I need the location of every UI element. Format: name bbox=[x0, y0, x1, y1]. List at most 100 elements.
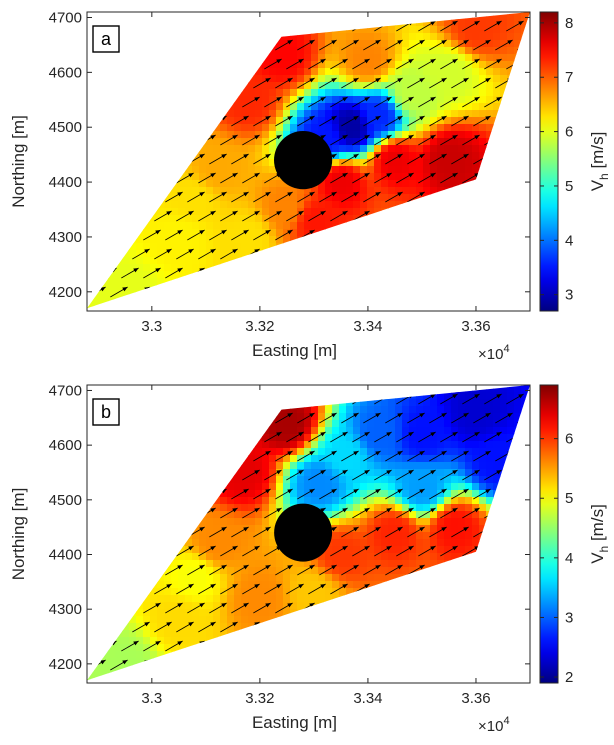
field-cell bbox=[472, 476, 480, 484]
field-cell bbox=[227, 194, 235, 202]
field-cell bbox=[241, 469, 249, 477]
field-cell bbox=[262, 173, 270, 181]
field-cell bbox=[241, 504, 249, 512]
field-cell bbox=[395, 124, 403, 132]
colorbar-tick-label: 3 bbox=[565, 287, 573, 304]
wind-arrow-head bbox=[265, 230, 271, 235]
field-cell bbox=[178, 264, 186, 272]
field-cell bbox=[402, 511, 410, 519]
field-cell bbox=[402, 497, 410, 505]
field-cell bbox=[409, 511, 417, 519]
field-cell bbox=[108, 285, 116, 293]
field-cell bbox=[500, 399, 508, 407]
field-cell bbox=[444, 75, 452, 83]
field-cell bbox=[297, 117, 305, 125]
field-cell bbox=[150, 257, 158, 265]
field-cell bbox=[451, 138, 459, 146]
field-cell bbox=[458, 47, 466, 55]
field-cell bbox=[276, 420, 284, 428]
field-cell bbox=[451, 159, 459, 167]
field-cell bbox=[479, 33, 487, 41]
field-cell bbox=[283, 82, 291, 90]
field-cell bbox=[262, 187, 270, 195]
field-cell bbox=[241, 511, 249, 519]
wind-arrow-head bbox=[309, 78, 315, 83]
field-cell bbox=[388, 82, 396, 90]
field-cell bbox=[199, 145, 207, 153]
field-cell bbox=[465, 117, 473, 125]
field-cell bbox=[178, 229, 186, 237]
field-cell bbox=[423, 434, 431, 442]
field-cell bbox=[220, 159, 228, 167]
field-cell bbox=[367, 201, 375, 209]
field-cell bbox=[479, 476, 487, 484]
field-cell bbox=[458, 110, 466, 118]
field-cell bbox=[465, 75, 473, 83]
field-cell bbox=[290, 47, 298, 55]
field-cell bbox=[430, 490, 438, 498]
field-cell bbox=[416, 462, 424, 470]
field-cell bbox=[423, 448, 431, 456]
field-cell bbox=[416, 61, 424, 69]
field-cell bbox=[234, 243, 242, 251]
field-cell bbox=[332, 476, 340, 484]
field-cell bbox=[353, 462, 361, 470]
field-cell bbox=[353, 434, 361, 442]
x-exponent-base: ×10 bbox=[478, 346, 503, 363]
field-cell bbox=[157, 208, 165, 216]
field-cell bbox=[486, 420, 494, 428]
field-cell bbox=[276, 201, 284, 209]
field-cell bbox=[507, 385, 515, 393]
wind-arrow-head bbox=[474, 21, 480, 26]
field-cell bbox=[332, 103, 340, 111]
field-cell bbox=[353, 103, 361, 111]
field-cell bbox=[493, 476, 501, 484]
wind-arrow-head bbox=[309, 230, 315, 235]
field-cell bbox=[234, 138, 242, 146]
field-cell bbox=[318, 103, 326, 111]
field-cell bbox=[255, 546, 263, 554]
field-cell bbox=[444, 497, 452, 505]
field-cell bbox=[374, 532, 382, 540]
field-cell bbox=[164, 236, 172, 244]
field-cell bbox=[416, 406, 424, 414]
field-cell bbox=[255, 525, 263, 533]
field-cell bbox=[199, 250, 207, 258]
field-cell bbox=[192, 250, 200, 258]
field-cell bbox=[437, 511, 445, 519]
wind-arrow-head bbox=[232, 249, 238, 254]
field-cell bbox=[353, 47, 361, 55]
field-cell bbox=[507, 33, 515, 41]
field-cell bbox=[465, 392, 473, 400]
field-cell bbox=[486, 504, 494, 512]
field-cell bbox=[115, 278, 123, 286]
field-cell bbox=[402, 173, 410, 181]
field-cell bbox=[486, 82, 494, 90]
panel-b: 3.3 3.32 3.34 3.36420043004400450046004700E… bbox=[9, 382, 611, 735]
field-cell bbox=[192, 539, 200, 547]
field-cell bbox=[234, 222, 242, 230]
field-cell bbox=[388, 89, 396, 97]
field-cell bbox=[192, 243, 200, 251]
field-cell bbox=[297, 75, 305, 83]
field-cell bbox=[311, 40, 319, 48]
field-cell bbox=[325, 61, 333, 69]
field-cell bbox=[388, 441, 396, 449]
field-cell bbox=[297, 427, 305, 435]
field-cell bbox=[150, 278, 158, 286]
field-cell bbox=[479, 518, 487, 526]
field-cell bbox=[444, 19, 452, 27]
field-cell bbox=[241, 462, 249, 470]
field-cell bbox=[164, 222, 172, 230]
field-cell bbox=[346, 40, 354, 48]
field-cell bbox=[486, 427, 494, 435]
field-cell bbox=[255, 152, 263, 160]
field-cell bbox=[227, 229, 235, 237]
field-cell bbox=[269, 511, 277, 519]
field-cell bbox=[255, 441, 263, 449]
field-cell bbox=[255, 110, 263, 118]
field-cell bbox=[472, 546, 480, 554]
x-tick-label: 3.3 bbox=[141, 318, 162, 335]
field-cell bbox=[213, 201, 221, 209]
field-cell bbox=[269, 166, 277, 174]
